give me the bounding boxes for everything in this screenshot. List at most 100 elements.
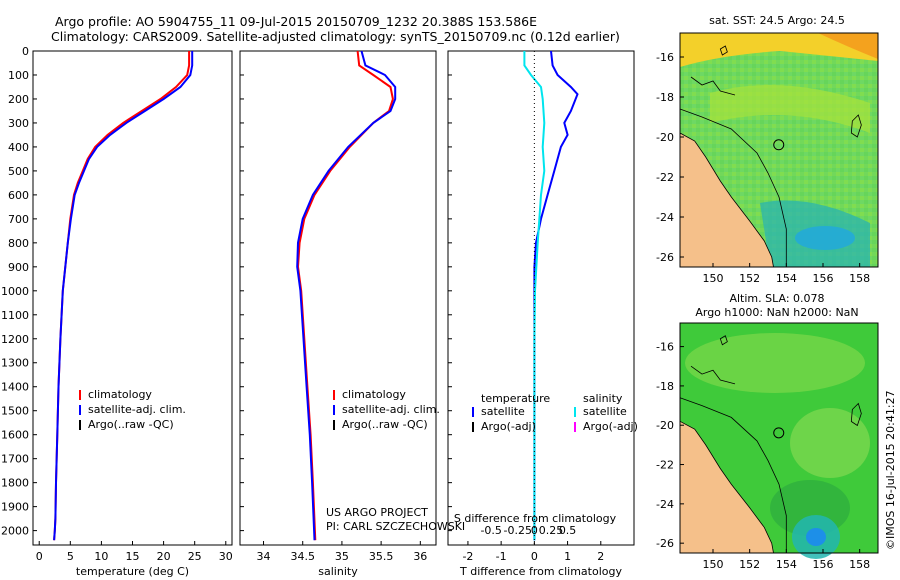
y-tick-label: 100 <box>8 69 29 82</box>
plot-frame <box>239 50 437 546</box>
y-tick-label: -20 <box>656 131 674 144</box>
map-frame <box>679 322 879 554</box>
x2-tick-label: -0.5 <box>480 524 501 537</box>
series-line-2 <box>296 50 397 541</box>
y-tick-label: -22 <box>656 171 674 184</box>
x-tick-label: 35.5 <box>369 550 394 563</box>
map2-subtitle: Argo h1000: NaN h2000: NaN <box>695 306 858 319</box>
x-tick-label: 25 <box>188 550 202 563</box>
sla-high <box>685 333 865 393</box>
x-tick-label: 30 <box>219 550 233 563</box>
x-tick-label: 0 <box>36 550 43 563</box>
x2-tick-label: 0 <box>531 524 538 537</box>
cool-patch <box>795 226 855 250</box>
x-tick-label: 15 <box>126 550 140 563</box>
x-tick-label: 0 <box>531 550 538 563</box>
y-tick-label: 300 <box>8 117 29 130</box>
x-tick-label: 156 <box>813 272 834 285</box>
y-tick-label: 1300 <box>1 357 29 370</box>
x-tick-label: 152 <box>739 558 760 571</box>
y-tick-label: -16 <box>656 51 674 64</box>
x-tick-label: 2 <box>597 550 604 563</box>
legend-label: satellite-adj. clim. <box>88 403 186 416</box>
y-tick-label: 1800 <box>1 477 29 490</box>
x-tick-label: 150 <box>703 272 724 285</box>
reef-outline <box>690 365 736 385</box>
map2-title: Altim. SLA: 0.078 <box>729 292 824 305</box>
x-tick-label: 34.5 <box>290 550 315 563</box>
y-tick-label: -16 <box>656 341 674 354</box>
sla-eddy-core <box>806 528 826 546</box>
x2-axis-label: S difference from climatology <box>454 512 617 525</box>
x-tick-label: -2 <box>462 550 473 563</box>
series-line-2 <box>53 51 194 541</box>
map-frame <box>679 32 879 268</box>
x-tick-label: 154 <box>776 272 797 285</box>
plot-frame <box>447 50 635 546</box>
shelf-contour <box>679 397 787 553</box>
x-tick-label: 158 <box>849 272 870 285</box>
map1-title: sat. SST: 24.5 Argo: 24.5 <box>709 14 845 27</box>
y-tick-label: -26 <box>656 251 674 264</box>
figure-title-line2: Climatology: CARS2009. Satellite-adjuste… <box>51 29 620 44</box>
y-tick-label: 1900 <box>1 501 29 514</box>
reef-outline-east <box>850 402 862 427</box>
y-tick-label: 0 <box>22 45 29 58</box>
x2-tick-label: -0.25 <box>504 524 532 537</box>
shelf-contour <box>679 108 787 267</box>
legend-label: climatology <box>342 388 406 401</box>
y-tick-label: -18 <box>656 380 674 393</box>
y-tick-label: 600 <box>8 189 29 202</box>
plot-frame <box>32 50 233 546</box>
profile-panel-2: 34 34.5 35 35.5 36 salinity <box>239 50 437 578</box>
x-tick-label: 35 <box>335 550 349 563</box>
x-tick-label: -1 <box>496 550 507 563</box>
y-tick-label: 1100 <box>1 309 29 322</box>
y-tick-label: -24 <box>656 211 674 224</box>
legend-label: satellite <box>481 405 525 418</box>
y-tick-label: 900 <box>8 261 29 274</box>
y-tick-label: 1200 <box>1 333 29 346</box>
y-tick-label: 1700 <box>1 453 29 466</box>
legend-label: Argo(..raw -QC) <box>342 418 428 431</box>
reef-outline-east <box>850 114 862 138</box>
sla-high-2 <box>790 408 870 478</box>
reef-outline <box>690 76 736 96</box>
x2-tick-label: 0.5 <box>559 524 577 537</box>
y-tick-label: 700 <box>8 213 29 226</box>
map-panel-1: 150 152 154 156 158 -16 -18 -20 -22 -24 -26 <box>656 32 879 285</box>
y-tick-label: -24 <box>656 498 674 511</box>
x-axis-label: temperature (deg C) <box>76 565 189 578</box>
legend-title-temperature: temperature <box>481 392 550 405</box>
y-tick-label: 2000 <box>1 525 29 538</box>
reef-outline-north <box>719 45 728 56</box>
y-tick-label: 400 <box>8 141 29 154</box>
y-tick-label: 1500 <box>1 405 29 418</box>
legend-label: Argo(-adj) <box>583 420 638 433</box>
x-tick-label: 1 <box>564 550 571 563</box>
x-axis-label: T difference from climatology <box>459 565 622 578</box>
x-tick-label: 154 <box>776 558 797 571</box>
legend-label: satellite-adj. clim. <box>342 403 440 416</box>
x-tick-label: 36 <box>413 550 427 563</box>
x-axis-label: salinity <box>318 565 358 578</box>
sst-band <box>710 85 870 133</box>
y-tick-label: 1400 <box>1 381 29 394</box>
x2-tick-label: 0.25 <box>539 524 564 537</box>
legend-label: climatology <box>88 388 152 401</box>
credit-project: US ARGO PROJECT <box>326 506 428 519</box>
argo-location-marker <box>773 139 785 151</box>
profile-panel-1: 0 5 10 15 20 25 300100200300400500600700800900… <box>1 45 233 578</box>
x-tick-label: 156 <box>813 558 834 571</box>
x-tick-label: 152 <box>739 272 760 285</box>
legend-label: Argo(-adj) <box>481 420 536 433</box>
credit-pi: PI: CARL SZCZECHOWSKI <box>326 520 465 533</box>
legend-label: Argo(..raw -QC) <box>88 418 174 431</box>
y-tick-label: -26 <box>656 537 674 550</box>
y-tick-label: 1000 <box>1 285 29 298</box>
map-panel-2: 150 152 154 156 158 -16 -18 -20 -22 -24 -26 <box>656 322 879 571</box>
x-tick-label: 34 <box>257 550 271 563</box>
profile-panel-3: T difference from climatology <box>447 50 635 578</box>
reef-outline-north <box>719 335 728 346</box>
